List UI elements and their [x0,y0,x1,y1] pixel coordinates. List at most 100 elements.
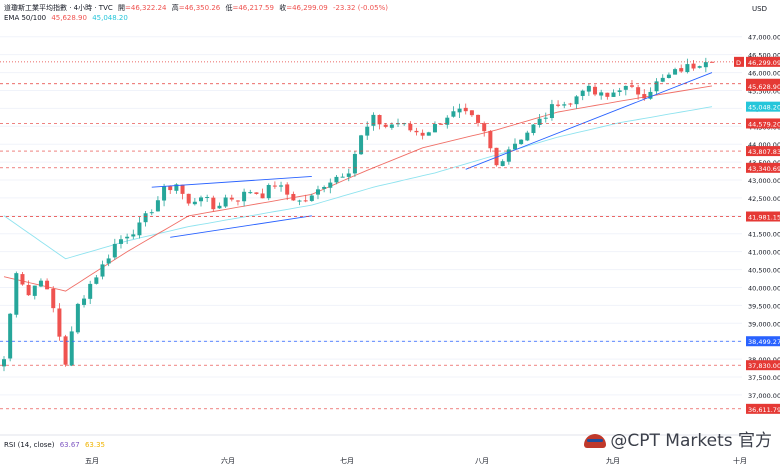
candle-body [149,212,154,214]
candle-body [242,191,247,202]
candle-body [223,197,228,207]
candle-body [531,124,536,134]
open-value: =46,322.24 [125,4,167,12]
candle-body [617,90,622,92]
candle-body [291,193,296,201]
ema100-value: 45,048.20 [92,14,128,22]
y-tick-label: 40,500.00 [748,267,780,275]
price-tag-label: 44,579.20 [748,120,780,128]
ema-label: EMA 50/100 [4,14,47,22]
candle-body [211,197,216,210]
candle-body [168,186,173,191]
candle-body [525,132,530,141]
price-tag-label: 36,611.79 [748,406,780,414]
candle-body [32,285,37,296]
candle-body [512,143,517,150]
candle-body [549,104,554,119]
ema-legend[interactable]: EMA 50/100 45,628.90 45,048.20 [4,14,131,22]
candle-body [322,186,327,189]
candle-body [586,85,591,92]
candle-body [482,123,487,132]
high-label: 高 [171,4,179,12]
candle-body [328,182,333,188]
price-tag-label: 45,628.90 [748,83,780,91]
candle-body [605,92,610,97]
candle-body [45,280,50,290]
close-value: =46,299.09 [286,4,328,12]
x-tick-label: 七月 [340,456,354,465]
price-tag [746,118,780,129]
close-label: 收 [279,4,287,12]
candle-body [235,200,240,202]
candle-body [568,103,573,105]
candle-body [57,308,62,337]
candle-body [100,264,105,277]
candle-body [254,192,259,194]
rsi-value-2: 63.35 [84,441,106,449]
price-tag-label: 37,830.00 [748,362,780,370]
candle-body [414,130,419,133]
candle-body [543,117,548,119]
candle-body [673,69,678,75]
candle-body [359,135,364,155]
candle-body [125,236,130,239]
candle-body [352,153,357,174]
candle-body [303,200,308,202]
symbol-title: 道瓊斯工業平均指數 · 4小時 · TVC [4,4,113,12]
price-tag-label: 41,981.15 [748,214,780,222]
candle-body [574,96,579,105]
candle-body [432,124,437,133]
candle-body [599,92,604,96]
candle-body [285,184,290,195]
price-tag-marker [734,56,744,67]
candle-body [648,91,653,99]
candle-body [408,123,413,131]
y-tick-label: 46,000.00 [748,70,780,78]
watermark: @CPT Markets 官方 [584,426,772,451]
candle-body [106,258,111,264]
y-tick-label: 45,500.00 [748,87,780,95]
candle-body [8,313,13,359]
currency-label: USD [752,5,767,13]
candle-body [494,147,499,166]
candle-body [710,61,714,63]
change-value: -23.32 (-0.05%) [332,4,388,12]
candle-body [562,104,567,106]
candle-body [260,193,265,199]
ema100-line [3,106,713,260]
candle-body [94,277,99,284]
candle-body [186,193,191,204]
price-tag-marker-label: D [736,59,741,67]
candle-body [488,130,493,149]
y-tick-label: 39,000.00 [748,320,780,328]
low-value: =46,217.59 [232,4,274,12]
candle-body [143,213,148,223]
candle-body [199,197,204,202]
candle-body [82,298,87,305]
y-tick-label: 44,000.00 [748,141,780,149]
candle-body [457,108,462,113]
price-tag [746,336,780,347]
rsi-legend[interactable]: RSI (14, close) 63.67 63.35 [4,441,108,449]
ohlc-legend: 道瓊斯工業平均指數 · 4小時 · TVC 開=46,322.24 高=46,3… [4,3,391,13]
candle-body [445,117,450,125]
candle-body [26,284,31,296]
candle-body [439,123,444,125]
candle-body [654,81,659,92]
candle-body [162,186,167,201]
candle-body [180,184,185,194]
candle-body [691,63,696,69]
candle-body [660,77,665,82]
y-tick-label: 38,000.00 [748,356,780,364]
ema50-value: 45,628.90 [51,14,87,22]
candle-body [463,107,468,112]
price-tag [746,403,780,414]
price-tag [746,80,780,91]
trendline [151,175,312,188]
candle-body [69,331,74,366]
candle-body [279,185,284,187]
candle-body [248,192,253,194]
price-tag [746,146,780,157]
